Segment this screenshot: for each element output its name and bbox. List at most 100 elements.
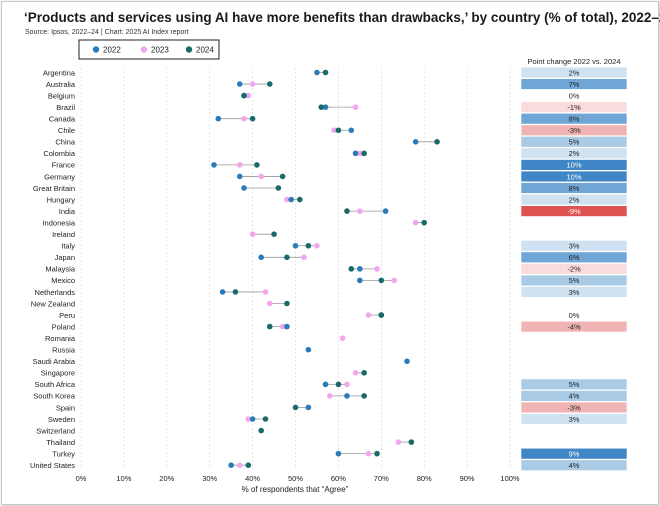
change-cell bbox=[520, 101, 628, 113]
dot-2023 bbox=[245, 416, 252, 422]
dot-2022 bbox=[357, 277, 363, 284]
dot-2023 bbox=[412, 219, 419, 226]
change-value: 0% bbox=[569, 91, 580, 100]
dot-2024 bbox=[378, 277, 385, 284]
dot-2024 bbox=[378, 312, 385, 318]
dot-2023 bbox=[365, 450, 372, 457]
country-label: Spain bbox=[56, 403, 75, 412]
dot-2023 bbox=[262, 289, 269, 295]
dot-2022 bbox=[314, 69, 320, 76]
dot-2023 bbox=[241, 115, 247, 122]
dot-2024 bbox=[258, 427, 264, 434]
x-tick-label: 10% bbox=[116, 474, 131, 483]
country-label: United States bbox=[30, 461, 75, 470]
x-tick-label: 100% bbox=[500, 474, 520, 483]
change-cell bbox=[520, 136, 628, 148]
grid-lines bbox=[80, 68, 511, 469]
change-value: 5% bbox=[569, 380, 580, 389]
dot-2023 bbox=[374, 266, 380, 272]
country-label: Indonesia bbox=[42, 218, 75, 227]
country-label: South Africa bbox=[35, 380, 76, 389]
dot-2023 bbox=[249, 231, 256, 237]
dot-2024 bbox=[266, 323, 273, 330]
country-label: Argentina bbox=[43, 68, 76, 77]
dot-2022 bbox=[352, 150, 359, 157]
dot-2024 bbox=[348, 266, 355, 272]
change-cell bbox=[520, 193, 628, 206]
x-tick-label: 80% bbox=[417, 474, 432, 483]
country-label: Sweden bbox=[48, 415, 75, 424]
country-label: Colombia bbox=[43, 149, 76, 158]
change-value: 4% bbox=[569, 392, 580, 401]
x-tick-label: 70% bbox=[374, 474, 389, 483]
change-value: 3% bbox=[569, 288, 580, 297]
x-tick-label: 40% bbox=[245, 474, 260, 483]
change-cell bbox=[520, 251, 628, 263]
change-value: 4% bbox=[569, 461, 580, 470]
dot-2022 bbox=[357, 266, 363, 272]
dot-2023 bbox=[266, 300, 273, 307]
dot-2022 bbox=[211, 162, 217, 168]
change-cell bbox=[520, 286, 628, 298]
dot-2023 bbox=[301, 254, 307, 261]
change-value: -3% bbox=[567, 403, 581, 412]
country-label: Netherlands bbox=[35, 288, 76, 297]
legend-label-2022: 2022 bbox=[103, 46, 121, 55]
x-tick-label: 50% bbox=[288, 474, 303, 483]
change-value: 3% bbox=[569, 242, 580, 251]
dot-2024 bbox=[241, 92, 247, 99]
change-cell bbox=[520, 66, 628, 79]
dot-2024 bbox=[296, 196, 303, 203]
change-cell bbox=[520, 124, 628, 136]
dot-2024 bbox=[434, 139, 440, 145]
change-cell bbox=[520, 447, 628, 460]
change-cell bbox=[520, 413, 628, 425]
change-cell bbox=[520, 240, 628, 252]
change-value: 8% bbox=[569, 184, 580, 193]
dot-2022 bbox=[322, 381, 329, 388]
change-value: 9% bbox=[569, 449, 580, 458]
country-label: Poland bbox=[52, 322, 75, 331]
change-cell bbox=[520, 459, 628, 471]
change-cell bbox=[520, 147, 628, 160]
dot-2024 bbox=[249, 115, 256, 122]
country-label: Great Britain bbox=[33, 184, 75, 193]
dot-2022 bbox=[241, 185, 247, 191]
change-value: 7% bbox=[569, 80, 580, 89]
dot-2022 bbox=[284, 323, 290, 330]
change-cell bbox=[520, 205, 628, 217]
x-tick-label: 30% bbox=[202, 474, 217, 483]
dot-2024 bbox=[284, 300, 290, 307]
dot-2022 bbox=[236, 81, 243, 87]
dot-2022 bbox=[258, 254, 264, 261]
country-label: Brazil bbox=[56, 103, 75, 112]
change-cell bbox=[520, 390, 628, 402]
dot-2023 bbox=[352, 370, 359, 376]
dot-2024 bbox=[305, 242, 312, 249]
point-change-column: 2% 7% 0% -1% 8% -3% 5% 2% 10% 10% 8% 2% -9% 3% 6% -2% 5%… bbox=[520, 66, 628, 471]
country-label: Hungary bbox=[47, 195, 76, 204]
dot-2024 bbox=[262, 416, 269, 422]
legend-marker-2022 bbox=[92, 46, 100, 53]
country-label: India bbox=[59, 207, 76, 216]
change-value: -3% bbox=[567, 126, 581, 135]
country-label: Singapore bbox=[41, 369, 75, 378]
country-label: Canada bbox=[49, 115, 76, 124]
dot-2024 bbox=[361, 370, 367, 376]
country-label: Australia bbox=[46, 80, 76, 89]
dot-2023 bbox=[284, 196, 290, 203]
x-tick-label: 60% bbox=[331, 474, 346, 483]
change-value: 5% bbox=[569, 138, 580, 147]
country-label: Malaysia bbox=[45, 265, 75, 274]
change-cell bbox=[520, 78, 628, 90]
dot-2023 bbox=[357, 208, 363, 214]
dot-2022 bbox=[412, 139, 419, 145]
country-label: Switzerland bbox=[36, 426, 75, 435]
country-label: Germany bbox=[44, 172, 75, 181]
country-label: Japan bbox=[55, 253, 75, 262]
chart-source: Source: Ipsos, 2022–24 | Chart: 2025 AI … bbox=[25, 29, 189, 36]
x-tick-label: 0% bbox=[76, 474, 87, 483]
change-cell bbox=[520, 274, 628, 287]
change-cell bbox=[520, 159, 628, 171]
dot-2023 bbox=[279, 323, 286, 330]
